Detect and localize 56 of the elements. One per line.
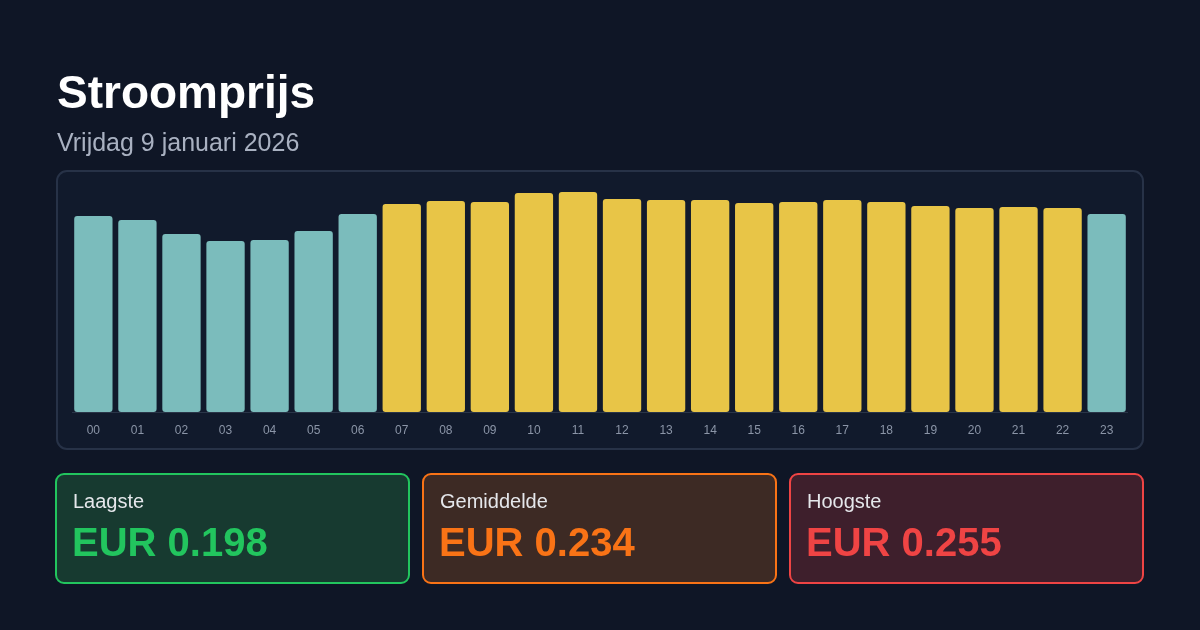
x-tick-label: 03 xyxy=(218,423,233,437)
bar xyxy=(690,199,730,412)
bar xyxy=(250,239,289,412)
bar xyxy=(514,193,554,412)
bar xyxy=(1087,214,1126,412)
text: EUR 0.234 xyxy=(439,520,636,564)
x-tick-label: 22 xyxy=(1055,423,1070,437)
x-tick-label: 01 xyxy=(130,423,145,437)
x-tick-label: 14 xyxy=(703,423,718,437)
bar xyxy=(162,234,201,412)
chart-title: Stroomprijs xyxy=(57,66,316,118)
x-tick-label: 17 xyxy=(835,423,850,437)
bar xyxy=(779,201,818,412)
x-tick-label: 20 xyxy=(967,423,982,437)
bar xyxy=(646,199,686,412)
bar xyxy=(999,206,1038,412)
x-tick-label: 05 xyxy=(306,423,321,437)
bar xyxy=(602,199,642,412)
bar xyxy=(911,206,950,412)
bar xyxy=(382,204,421,412)
text: Hoogste xyxy=(807,490,882,512)
x-tick-label: 12 xyxy=(615,423,630,437)
bar xyxy=(294,230,333,412)
bar xyxy=(206,241,245,412)
text: EUR 0.255 xyxy=(806,520,1002,564)
bar xyxy=(823,199,862,412)
x-tick-label: 10 xyxy=(527,423,541,437)
x-tick-label: 21 xyxy=(1011,423,1026,437)
bar xyxy=(1043,208,1082,412)
x-tick-label: 23 xyxy=(1099,423,1114,437)
x-tick-label: 13 xyxy=(659,423,674,437)
x-tick-label: 09 xyxy=(483,423,497,437)
bar xyxy=(867,201,906,412)
x-tick-label: 16 xyxy=(791,423,806,437)
x-tick-label: 06 xyxy=(351,423,365,437)
text: Laagste xyxy=(73,490,145,512)
x-tick-label: 04 xyxy=(262,423,277,437)
bar xyxy=(338,214,377,412)
x-tick-label: 02 xyxy=(174,423,189,437)
x-tick-label: 00 xyxy=(86,423,101,437)
text: Gemiddelde xyxy=(440,490,548,512)
chart-subtitle: Vrijdag 9 januari 2026 xyxy=(57,128,300,156)
x-tick-label: 19 xyxy=(923,423,938,437)
bar xyxy=(558,192,598,412)
x-tick-label: 08 xyxy=(439,423,453,437)
x-tick-label: 07 xyxy=(395,423,409,437)
bar xyxy=(118,219,157,412)
bar xyxy=(735,203,774,412)
bar xyxy=(74,215,113,412)
x-tick-label: 11 xyxy=(571,423,585,437)
bar xyxy=(426,201,465,412)
text: EUR 0.198 xyxy=(72,520,268,564)
x-tick-label: 18 xyxy=(879,423,894,437)
bar xyxy=(955,208,994,412)
bar xyxy=(470,201,510,412)
x-tick-label: 15 xyxy=(747,423,762,437)
